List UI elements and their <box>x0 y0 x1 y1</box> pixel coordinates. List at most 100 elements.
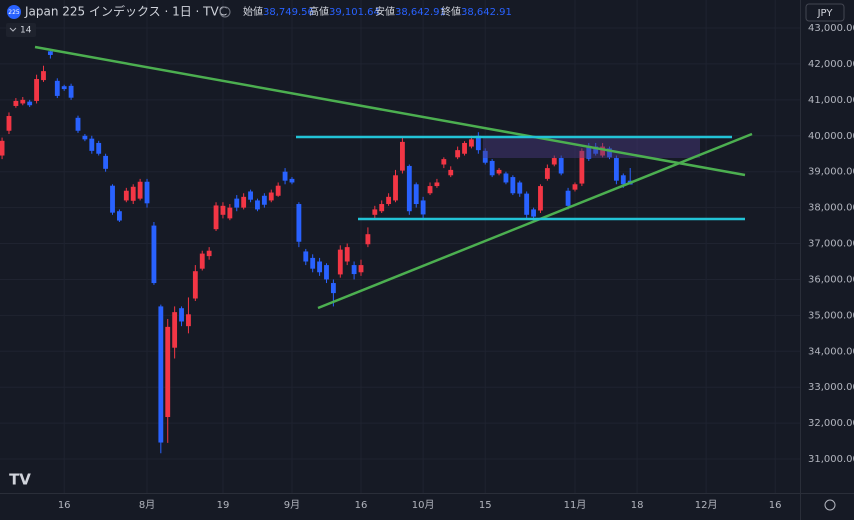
visibility-icon[interactable] <box>219 6 231 18</box>
symbol-title[interactable]: Japan 225 インデックス · 1日 · TVC <box>24 4 227 19</box>
candle-body <box>448 169 454 176</box>
y-tick-label: 33,000.00 <box>808 382 854 393</box>
x-tick-label: 12月 <box>695 499 718 511</box>
candle-body <box>406 165 412 212</box>
x-tick-label: 16 <box>769 500 782 511</box>
candle-body <box>158 306 164 443</box>
candle-body <box>179 308 184 322</box>
candle-body <box>116 211 122 221</box>
indicator-toggle[interactable] <box>6 23 36 37</box>
y-tick-label: 37,000.00 <box>808 239 854 250</box>
currency: JPY <box>817 8 834 19</box>
candle-body <box>510 177 516 194</box>
candle-body <box>82 135 88 140</box>
candle-body <box>151 225 157 284</box>
x-tick-label: 18 <box>631 500 644 511</box>
candle-body <box>365 234 371 245</box>
candle-body <box>337 249 343 275</box>
candle-body <box>434 182 440 187</box>
y-tick-label: 40,000.00 <box>808 131 854 142</box>
candle-body <box>110 185 115 213</box>
candle-body <box>144 181 150 204</box>
candle-body <box>400 141 405 171</box>
candle-body <box>310 257 316 269</box>
trend-line <box>317 132 753 310</box>
candle-body <box>0 140 5 156</box>
ohlc-label: 安値 <box>375 5 395 18</box>
y-tick-label: 36,000.00 <box>808 274 854 285</box>
settings-icon[interactable] <box>824 499 836 511</box>
chevron-icon <box>9 27 17 32</box>
logo[interactable]: TV <box>9 471 31 489</box>
currency-box[interactable] <box>805 3 845 22</box>
candle-body <box>199 253 205 269</box>
candle-body <box>607 148 612 158</box>
candle-body <box>393 175 398 201</box>
candle-body <box>47 51 53 55</box>
candle-body <box>613 158 619 181</box>
y-tick-label: 39,000.00 <box>808 167 854 178</box>
candle-body <box>123 190 129 201</box>
x-tick-label: 9月 <box>284 499 300 511</box>
candle-body <box>206 250 212 257</box>
candle-body <box>27 101 33 106</box>
candle-body <box>565 190 571 206</box>
candle-body <box>538 186 543 211</box>
y-tick-label: 31,000.00 <box>808 454 854 465</box>
candle-body <box>261 195 267 205</box>
candle-body <box>544 168 550 179</box>
candle-body <box>241 196 247 208</box>
candle-body <box>517 182 523 194</box>
candle-body <box>420 200 426 215</box>
axis-labels: 43,000.00 42,000.00 41,000.00 40,000.00 39,0… <box>58 23 854 511</box>
candle-body <box>579 150 585 184</box>
y-tick-label: 32,000.00 <box>808 418 854 429</box>
x-tick-label: 16 <box>355 500 368 511</box>
candle-body <box>172 312 178 348</box>
candle-body <box>489 160 495 176</box>
x-tick-label: 10月 <box>412 499 435 511</box>
candle-body <box>462 142 467 154</box>
candle-body <box>475 135 481 151</box>
candle-body <box>268 192 274 201</box>
candle-body <box>482 150 488 163</box>
candle-body <box>620 175 626 185</box>
y-tick-label: 34,000.00 <box>808 346 854 357</box>
candle-body <box>372 209 378 215</box>
ohlc-label: 始値 <box>243 5 263 18</box>
candle-body <box>13 100 19 106</box>
candle-body <box>20 99 26 104</box>
candle-body <box>89 138 95 151</box>
candle-body <box>455 150 461 158</box>
candle-body <box>130 186 136 201</box>
candle-body <box>551 158 557 165</box>
candle-body <box>303 251 309 262</box>
candle-body <box>600 146 606 156</box>
ohlc-label: 終値 <box>441 5 461 18</box>
candle-body <box>248 191 253 200</box>
candle-body <box>234 198 240 208</box>
ohlc-value: 38,642.91 <box>461 7 512 18</box>
candle-body <box>351 265 357 275</box>
x-tick-label: 8月 <box>139 499 155 511</box>
candle-body <box>344 247 350 262</box>
indicator-value: 14 <box>20 26 32 36</box>
y-tick-label: 43,000.00 <box>808 23 854 34</box>
x-tick-label: 19 <box>217 500 230 511</box>
ohlc-value: 38,749.56 <box>263 7 314 18</box>
y-tick-label: 35,000.00 <box>808 310 854 321</box>
candle-body <box>317 261 323 273</box>
candle-body <box>289 178 295 183</box>
candle-body <box>531 209 536 217</box>
x-tick-label: 15 <box>479 500 492 511</box>
symbol-badge-text: 225 <box>8 9 20 16</box>
candle-body <box>330 283 336 294</box>
candle-body <box>469 139 474 147</box>
candle-body <box>54 80 60 96</box>
ohlc-value: 39,101.64 <box>329 7 380 18</box>
candle-body <box>386 196 392 205</box>
candle-body <box>358 265 364 273</box>
